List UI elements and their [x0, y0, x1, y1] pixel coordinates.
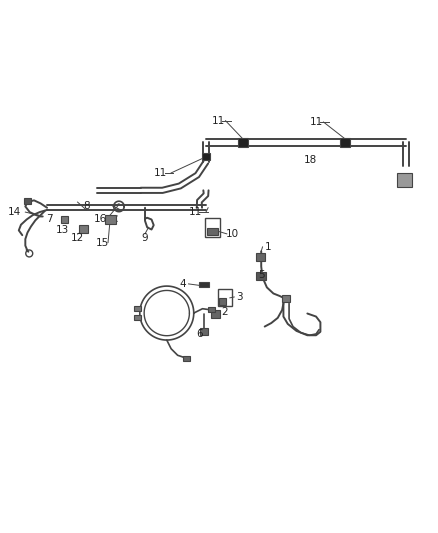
Text: 11: 11	[309, 117, 323, 127]
Text: 18: 18	[304, 155, 317, 165]
Text: 11: 11	[188, 207, 201, 217]
Text: 13: 13	[56, 224, 69, 235]
Bar	[211, 310, 220, 318]
Text: 4: 4	[180, 279, 186, 289]
Bar	[134, 306, 141, 311]
Text: 3: 3	[237, 292, 243, 302]
Bar	[238, 138, 248, 147]
Bar	[340, 138, 350, 147]
Text: 1: 1	[265, 242, 272, 252]
Bar	[208, 307, 215, 312]
Text: 12: 12	[71, 233, 84, 243]
Text: 5: 5	[258, 270, 265, 280]
Bar	[134, 315, 141, 320]
FancyBboxPatch shape	[79, 225, 88, 233]
FancyBboxPatch shape	[207, 228, 218, 235]
Bar	[24, 198, 31, 204]
Bar	[282, 295, 290, 302]
FancyBboxPatch shape	[256, 272, 266, 280]
Text: 11: 11	[212, 116, 225, 126]
Text: 6: 6	[196, 329, 203, 339]
Bar	[183, 356, 190, 361]
Text: 11: 11	[154, 168, 167, 178]
Text: 8: 8	[83, 200, 89, 211]
Bar	[60, 216, 68, 223]
Bar	[200, 328, 208, 335]
FancyBboxPatch shape	[105, 215, 116, 224]
Text: 10: 10	[226, 229, 239, 239]
Text: 9: 9	[142, 233, 148, 243]
FancyBboxPatch shape	[219, 298, 226, 305]
Text: 14: 14	[8, 207, 21, 217]
Bar	[256, 253, 265, 261]
Text: 15: 15	[96, 238, 109, 247]
Text: 2: 2	[221, 307, 228, 317]
FancyBboxPatch shape	[396, 173, 412, 187]
Text: 16: 16	[94, 214, 107, 224]
Bar	[201, 154, 210, 160]
Text: 7: 7	[46, 214, 53, 224]
FancyBboxPatch shape	[199, 282, 209, 287]
